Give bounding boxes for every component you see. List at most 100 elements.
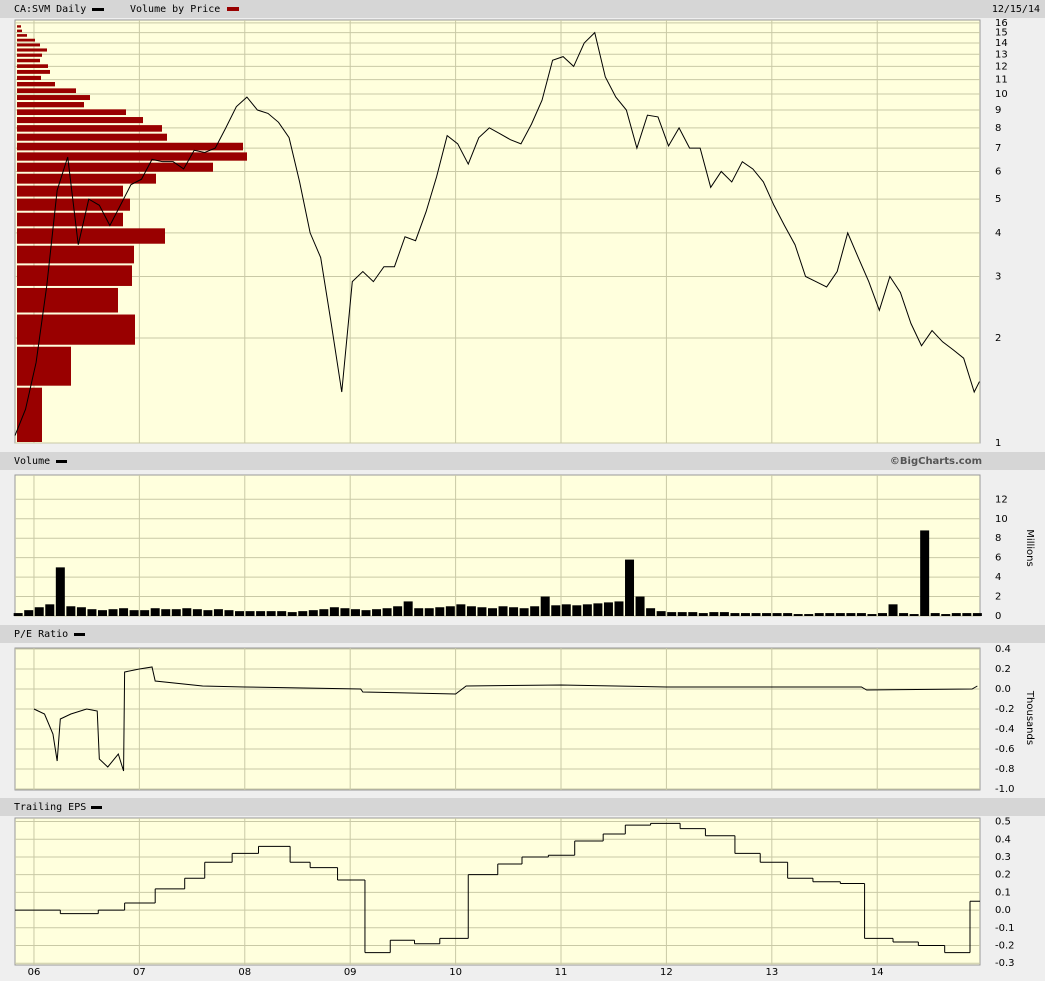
volume-bar bbox=[245, 611, 255, 616]
volume-bar bbox=[867, 614, 877, 616]
x-tick-label: 10 bbox=[449, 967, 462, 978]
volume-bar bbox=[551, 605, 561, 616]
volume-bar bbox=[772, 613, 782, 616]
volume-bar bbox=[161, 609, 171, 616]
y-tick-label: 0.0 bbox=[995, 905, 1011, 916]
volume-bar bbox=[509, 607, 519, 616]
y-tick-label: 2 bbox=[995, 592, 1001, 603]
header-band bbox=[0, 0, 1045, 18]
y-tick-label: 7 bbox=[995, 143, 1001, 154]
legend-swatch bbox=[92, 8, 104, 11]
panel-band bbox=[0, 452, 1045, 470]
y-tick-label: 0.0 bbox=[995, 684, 1011, 695]
plot-area bbox=[14, 647, 981, 791]
volume-bar bbox=[856, 613, 866, 616]
y-tick-label: 3 bbox=[995, 272, 1001, 283]
volume-bar bbox=[466, 606, 476, 616]
x-tick-label: 07 bbox=[133, 967, 146, 978]
volume-bar bbox=[572, 605, 582, 616]
panel-band bbox=[0, 625, 1045, 643]
volume-by-price-bar bbox=[17, 102, 84, 108]
volume-bar bbox=[445, 606, 455, 616]
volume-bar bbox=[656, 611, 666, 616]
y-tick-label: 6 bbox=[995, 166, 1001, 177]
volume-by-price-bar bbox=[17, 185, 123, 197]
volume-bar bbox=[182, 608, 192, 616]
volume-by-price-bar bbox=[17, 38, 35, 42]
volume-bar bbox=[540, 596, 550, 616]
volume-bar bbox=[34, 607, 44, 616]
volume-bar bbox=[899, 613, 909, 616]
volume-bar bbox=[76, 607, 86, 616]
volume-by-price-bar bbox=[17, 43, 40, 47]
y-tick-label: 12 bbox=[995, 494, 1008, 505]
panel-title: Volume bbox=[14, 456, 50, 467]
y-tick-label: 4 bbox=[995, 228, 1001, 239]
volume-bar bbox=[814, 613, 824, 616]
volume-bar bbox=[298, 611, 308, 616]
plot-area bbox=[14, 19, 981, 444]
volume-bar bbox=[530, 606, 540, 616]
y-tick-label: 0.1 bbox=[995, 887, 1011, 898]
y-tick-label: 10 bbox=[995, 514, 1008, 525]
volume-bar bbox=[108, 609, 118, 616]
volume-bar bbox=[24, 610, 34, 616]
volume-by-price-bar bbox=[17, 125, 162, 132]
y-tick-label: -0.3 bbox=[995, 958, 1015, 969]
volume-by-price-bar bbox=[17, 88, 76, 94]
volume-by-price-bar bbox=[17, 245, 134, 264]
volume-bar bbox=[350, 609, 360, 616]
y-axis-label: Millions bbox=[1024, 529, 1035, 566]
volume-by-price-bar bbox=[17, 265, 132, 286]
volume-by-price-bar bbox=[17, 34, 27, 37]
x-tick-label: 11 bbox=[555, 967, 568, 978]
volume-by-price-bar bbox=[17, 53, 42, 57]
y-tick-label: 8 bbox=[995, 533, 1001, 544]
volume-bar bbox=[87, 609, 97, 616]
volume-bar bbox=[561, 604, 571, 616]
y-tick-label: 0.5 bbox=[995, 817, 1011, 828]
x-tick-label: 08 bbox=[238, 967, 251, 978]
volume-bar bbox=[804, 614, 814, 616]
panel-title: Trailing EPS bbox=[14, 802, 86, 813]
volume-bar bbox=[424, 608, 434, 616]
y-tick-label: 8 bbox=[995, 123, 1001, 134]
volume-bar bbox=[477, 607, 487, 616]
volume-bar bbox=[203, 610, 213, 616]
volume-bar bbox=[319, 609, 329, 616]
volume-bar bbox=[730, 613, 740, 616]
volume-by-price-bar bbox=[17, 29, 22, 33]
volume-bar bbox=[593, 603, 603, 616]
volume-by-price-bar bbox=[17, 346, 71, 386]
legend-swatch bbox=[74, 633, 85, 636]
volume-bar bbox=[941, 614, 951, 616]
volume-bar bbox=[625, 559, 635, 616]
volume-by-price-bar bbox=[17, 64, 48, 68]
date: 12/15/14 bbox=[992, 4, 1040, 15]
y-tick-label: 12 bbox=[995, 61, 1008, 72]
y-tick-label: 0.2 bbox=[995, 664, 1011, 675]
y-tick-label: 0 bbox=[995, 611, 1001, 622]
y-tick-label: -1.0 bbox=[995, 784, 1015, 795]
volume-bar bbox=[635, 596, 645, 616]
y-tick-label: 0.4 bbox=[995, 834, 1011, 845]
panel-title: P/E Ratio bbox=[14, 629, 68, 640]
volume-bar bbox=[920, 530, 930, 616]
y-tick-label: 2 bbox=[995, 333, 1001, 344]
volume-by-price-bar bbox=[17, 387, 42, 442]
y-tick-label: 11 bbox=[995, 75, 1008, 86]
volume-by-price-bar bbox=[17, 95, 90, 101]
y-tick-label: 16 bbox=[995, 18, 1008, 29]
volume-bar bbox=[361, 610, 371, 616]
volume-bar bbox=[277, 611, 287, 616]
volume-bar bbox=[308, 610, 318, 616]
volume-by-price-bar bbox=[17, 228, 165, 244]
volume-by-price-bar bbox=[17, 58, 40, 63]
volume-bar bbox=[793, 614, 803, 616]
volume-bar bbox=[456, 604, 466, 616]
volume-bar bbox=[519, 608, 529, 616]
volume-bar bbox=[256, 611, 266, 616]
volume-bar bbox=[688, 612, 698, 616]
legend-entry: CA:SVM Daily bbox=[14, 4, 86, 15]
volume-by-price-bar bbox=[17, 314, 135, 345]
